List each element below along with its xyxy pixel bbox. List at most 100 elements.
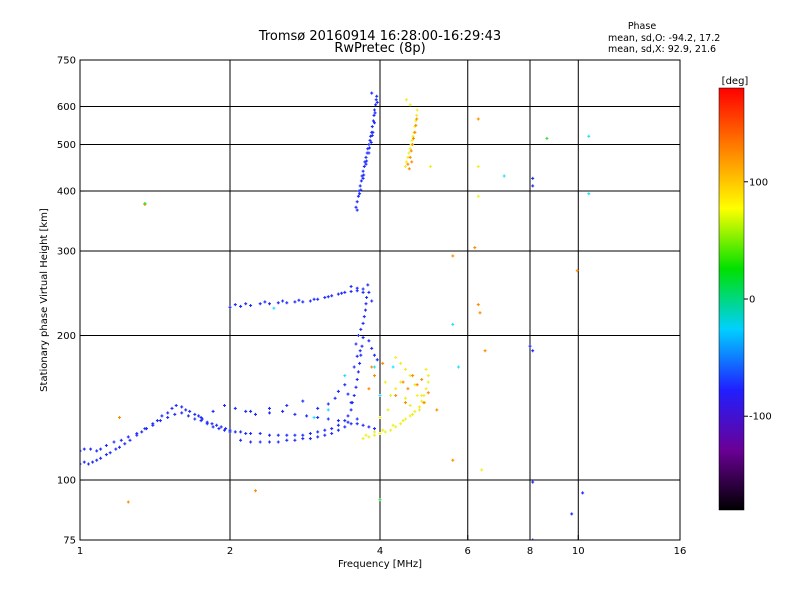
data-point	[173, 412, 177, 416]
data-point	[293, 433, 297, 437]
data-point	[354, 342, 358, 346]
data-point	[407, 167, 411, 171]
data-point	[370, 134, 374, 137]
data-point	[352, 394, 356, 397]
data-point	[409, 149, 413, 153]
data-point	[355, 378, 359, 381]
data-point	[343, 419, 347, 423]
y-tick-label: 500	[57, 140, 76, 151]
data-point	[99, 456, 103, 460]
data-point	[408, 103, 412, 107]
data-point	[316, 406, 320, 410]
data-point	[224, 427, 228, 431]
data-point	[197, 414, 201, 418]
data-point	[301, 437, 305, 441]
data-point	[531, 184, 535, 188]
data-point	[358, 184, 362, 188]
data-point	[383, 380, 387, 384]
data-point	[285, 301, 289, 305]
data-point	[349, 401, 353, 405]
data-point	[210, 422, 214, 426]
data-point	[404, 396, 407, 400]
data-point	[219, 425, 223, 429]
data-point	[99, 447, 103, 451]
data-point	[386, 408, 390, 412]
data-point	[369, 140, 373, 144]
data-point	[174, 404, 178, 407]
data-point	[378, 498, 382, 502]
data-point	[354, 385, 358, 389]
data-point	[358, 192, 362, 196]
data-point	[258, 302, 262, 306]
data-point	[89, 447, 93, 451]
data-point	[363, 160, 367, 164]
data-point	[414, 119, 418, 123]
data-point	[199, 419, 203, 423]
data-point	[531, 480, 535, 484]
data-point	[531, 176, 535, 180]
data-point	[114, 447, 118, 451]
data-point	[268, 411, 271, 415]
data-point	[360, 174, 364, 178]
data-point	[233, 303, 237, 307]
data-point	[389, 394, 393, 397]
data-point	[364, 162, 368, 166]
data-point	[394, 387, 398, 391]
data-point	[373, 365, 376, 369]
data-point	[239, 438, 243, 442]
data-point	[373, 353, 376, 357]
data-point	[316, 435, 320, 439]
data-point	[336, 423, 340, 427]
data-point	[254, 412, 257, 416]
data-point	[370, 91, 374, 95]
data-point	[424, 367, 428, 371]
y-tick-label: 300	[57, 247, 76, 258]
y-tick-label: 600	[57, 102, 76, 113]
data-point	[359, 327, 363, 331]
data-point	[330, 294, 334, 298]
data-point	[410, 138, 414, 142]
data-point	[373, 427, 376, 431]
data-point	[373, 108, 376, 112]
x-tick-label: 8	[527, 546, 533, 557]
data-point	[420, 399, 424, 403]
data-point	[263, 300, 267, 304]
data-point	[361, 423, 365, 427]
data-point	[473, 246, 477, 250]
phase-mean-x: mean, sd,X: 92.9, 21.6	[608, 44, 716, 55]
data-point	[112, 440, 116, 444]
data-point	[483, 349, 487, 353]
data-point	[186, 414, 190, 418]
data-point	[301, 300, 305, 304]
data-point	[375, 358, 379, 362]
data-point	[415, 394, 419, 397]
data-point	[239, 304, 243, 308]
data-point	[336, 419, 340, 423]
data-point	[118, 416, 121, 419]
data-point	[367, 425, 371, 429]
data-point	[268, 440, 271, 444]
data-point	[355, 200, 359, 204]
data-point	[370, 346, 374, 350]
data-point	[349, 408, 353, 412]
y-tick-label: 100	[57, 476, 76, 487]
y-tick-label: 200	[57, 331, 76, 342]
data-point	[369, 134, 373, 138]
data-point	[374, 103, 378, 107]
data-point	[364, 308, 367, 312]
data-point	[249, 432, 253, 435]
data-point	[373, 121, 376, 125]
data-point	[413, 409, 417, 413]
data-point	[249, 440, 253, 444]
data-point	[361, 169, 365, 173]
data-point	[404, 98, 408, 102]
data-point	[126, 500, 130, 504]
y-axis-label: Stationary phase Virtual Height [km]	[39, 208, 50, 392]
data-point	[316, 297, 320, 301]
data-point	[193, 412, 197, 416]
data-point	[352, 365, 356, 369]
data-point	[362, 173, 366, 177]
data-point	[375, 100, 379, 104]
axis-ticks: 1 2 4 6 8 10 16 75 100 200 300 400 500 600 750	[57, 56, 686, 558]
